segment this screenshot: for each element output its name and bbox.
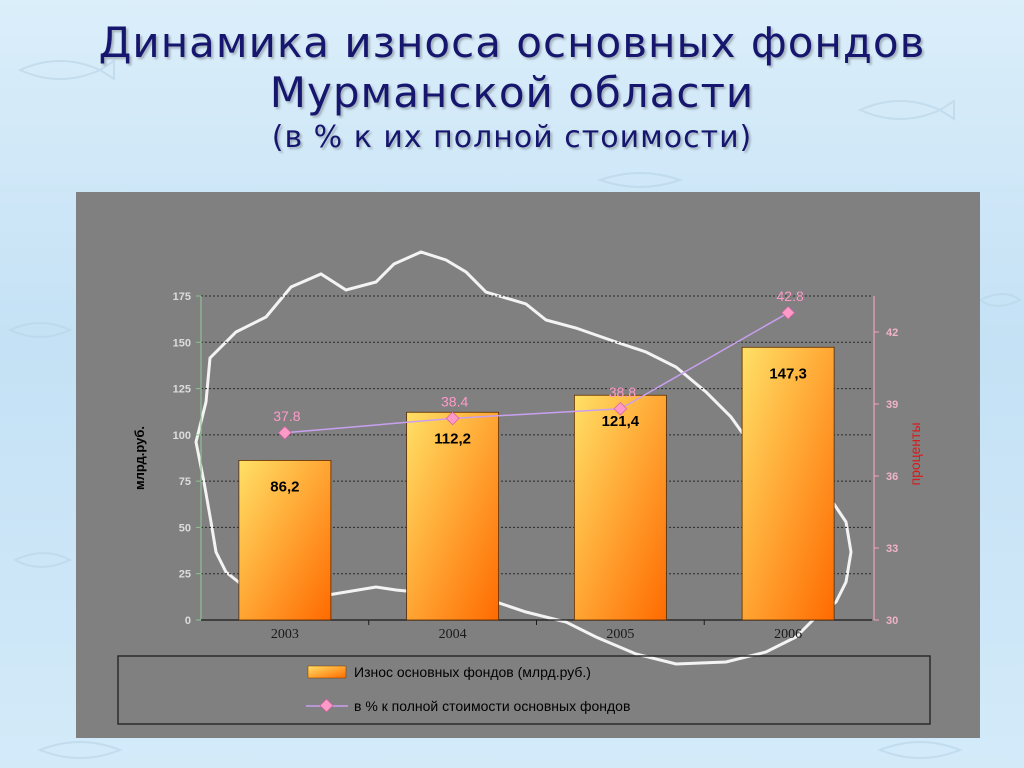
y-tick-label: 0 [185,615,191,627]
bar [741,346,835,621]
percent-point [781,305,795,320]
y-tick-label: 50 [179,522,191,534]
labels: 0 25 50 75 100 125 150 175 30 33 36 39 42 2003 86,2 200… [173,288,899,642]
percent-point-label: 38.4 [441,393,468,409]
legend-bar-label: Износ основных фондов (млрд.руб.) [354,664,591,680]
y-axis-label-right: проценты [907,422,923,485]
y-tick-label: 25 [179,569,191,581]
slide-title-block: Динамика износа основных фондов Мурманск… [0,18,1024,158]
percent-point [613,401,628,416]
y-tick-label: 100 [173,430,191,442]
slide-subtitle: (в % к их полной стоимости) [271,120,753,155]
y-axis-label-left: млрд.руб. [132,426,147,490]
x-tick-label: 2004 [439,627,467,642]
x-tick-label: 2006 [774,627,802,642]
y-tick-label: 175 [173,291,191,303]
legend-bar-swatch [307,665,347,679]
percent-point-label: 42.8 [777,288,804,304]
bar-value-label: 147,3 [769,365,807,382]
y-tick-label: 150 [173,337,191,349]
x-tick-label: 2005 [606,627,634,642]
bar [406,411,500,621]
percent-point [278,425,292,440]
y2-tick-label: 39 [886,399,898,411]
y2-tick-label: 30 [886,615,898,627]
percent-point-label: 38.8 [609,384,636,400]
percent-line [278,305,795,440]
x-tick-label: 2003 [271,627,299,642]
chart-panel: 0 25 50 75 100 125 150 175 30 33 36 39 42 2003 86,2 200… [76,192,980,738]
bars [238,346,835,621]
chart-svg: 0 25 50 75 100 125 150 175 30 33 36 39 42 2003 86,2 200… [117,250,931,725]
percent-point-label: 37.8 [273,408,300,424]
y-tick-label: 125 [173,384,191,396]
percent-point [445,411,460,426]
bar-value-label: 112,2 [434,430,471,447]
y2-tick-label: 33 [886,543,898,555]
slide-title-line1: Динамика износа основных фондов [98,18,926,67]
legend-line-label: в % к полной стоимости основных фондов [354,698,630,714]
legend-line-marker [319,698,334,713]
bar [238,460,332,621]
y2-tick-label: 36 [886,471,898,483]
legend-box [117,655,931,725]
y2-tick-label: 42 [886,327,898,339]
y-tick-label: 75 [179,476,191,488]
percent-series-line [284,312,789,434]
bar-value-label: 121,4 [602,413,640,430]
slide-title-line2: Мурманской области [269,68,755,117]
bar [573,394,667,621]
bar-value-label: 86,2 [270,478,299,495]
